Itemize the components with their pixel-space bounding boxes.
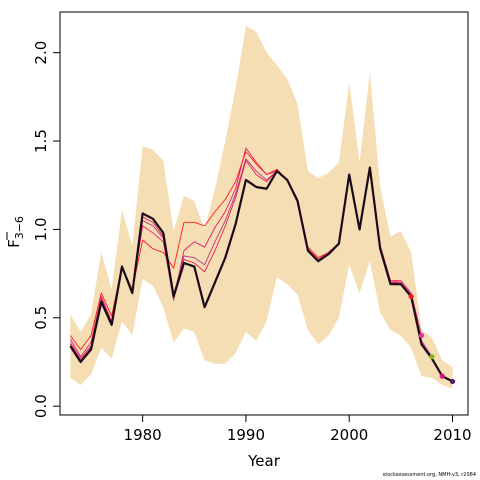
endpoint-markers (408, 293, 456, 385)
y-axis-title: F3−6 (5, 216, 26, 248)
y-tick-label: 2.0 (32, 41, 50, 65)
y-axis-title-sub: 3−6 (13, 216, 26, 239)
y-tick-label: 1.5 (32, 129, 50, 153)
plot-frame (59, 11, 469, 416)
series-lines (69, 147, 454, 383)
x-tick-label: 1980 (124, 426, 162, 444)
endpoint-marker-4 (439, 373, 445, 379)
confidence-band (70, 26, 453, 389)
endpoint-marker-5 (449, 378, 456, 385)
x-tick-label: 1990 (227, 426, 265, 444)
credit-text: stockassessment.org, NMH-v3, r2084 (383, 472, 476, 478)
endpoint-marker-2 (418, 332, 425, 339)
endpoint-marker-3 (429, 354, 435, 360)
x-axis-title: Year (247, 452, 281, 470)
x-tick-label: 2000 (330, 426, 368, 444)
endpoint-marker-1 (408, 293, 414, 300)
y-tick-label: 1.0 (32, 217, 50, 241)
svg-text:F3−6: F3−6 (5, 216, 26, 248)
y-axis: 0.0 0.5 1.0 1.5 2.0 (32, 41, 60, 418)
x-tick-label: 2010 (433, 426, 471, 444)
y-tick-label: 0.0 (32, 394, 50, 418)
y-tick-label: 0.5 (32, 306, 50, 330)
plot-area (69, 26, 456, 389)
series-line-1 (69, 166, 454, 383)
x-axis: 1980 1990 2000 2010 (124, 415, 472, 444)
y-axis-title-main: F (5, 239, 23, 248)
